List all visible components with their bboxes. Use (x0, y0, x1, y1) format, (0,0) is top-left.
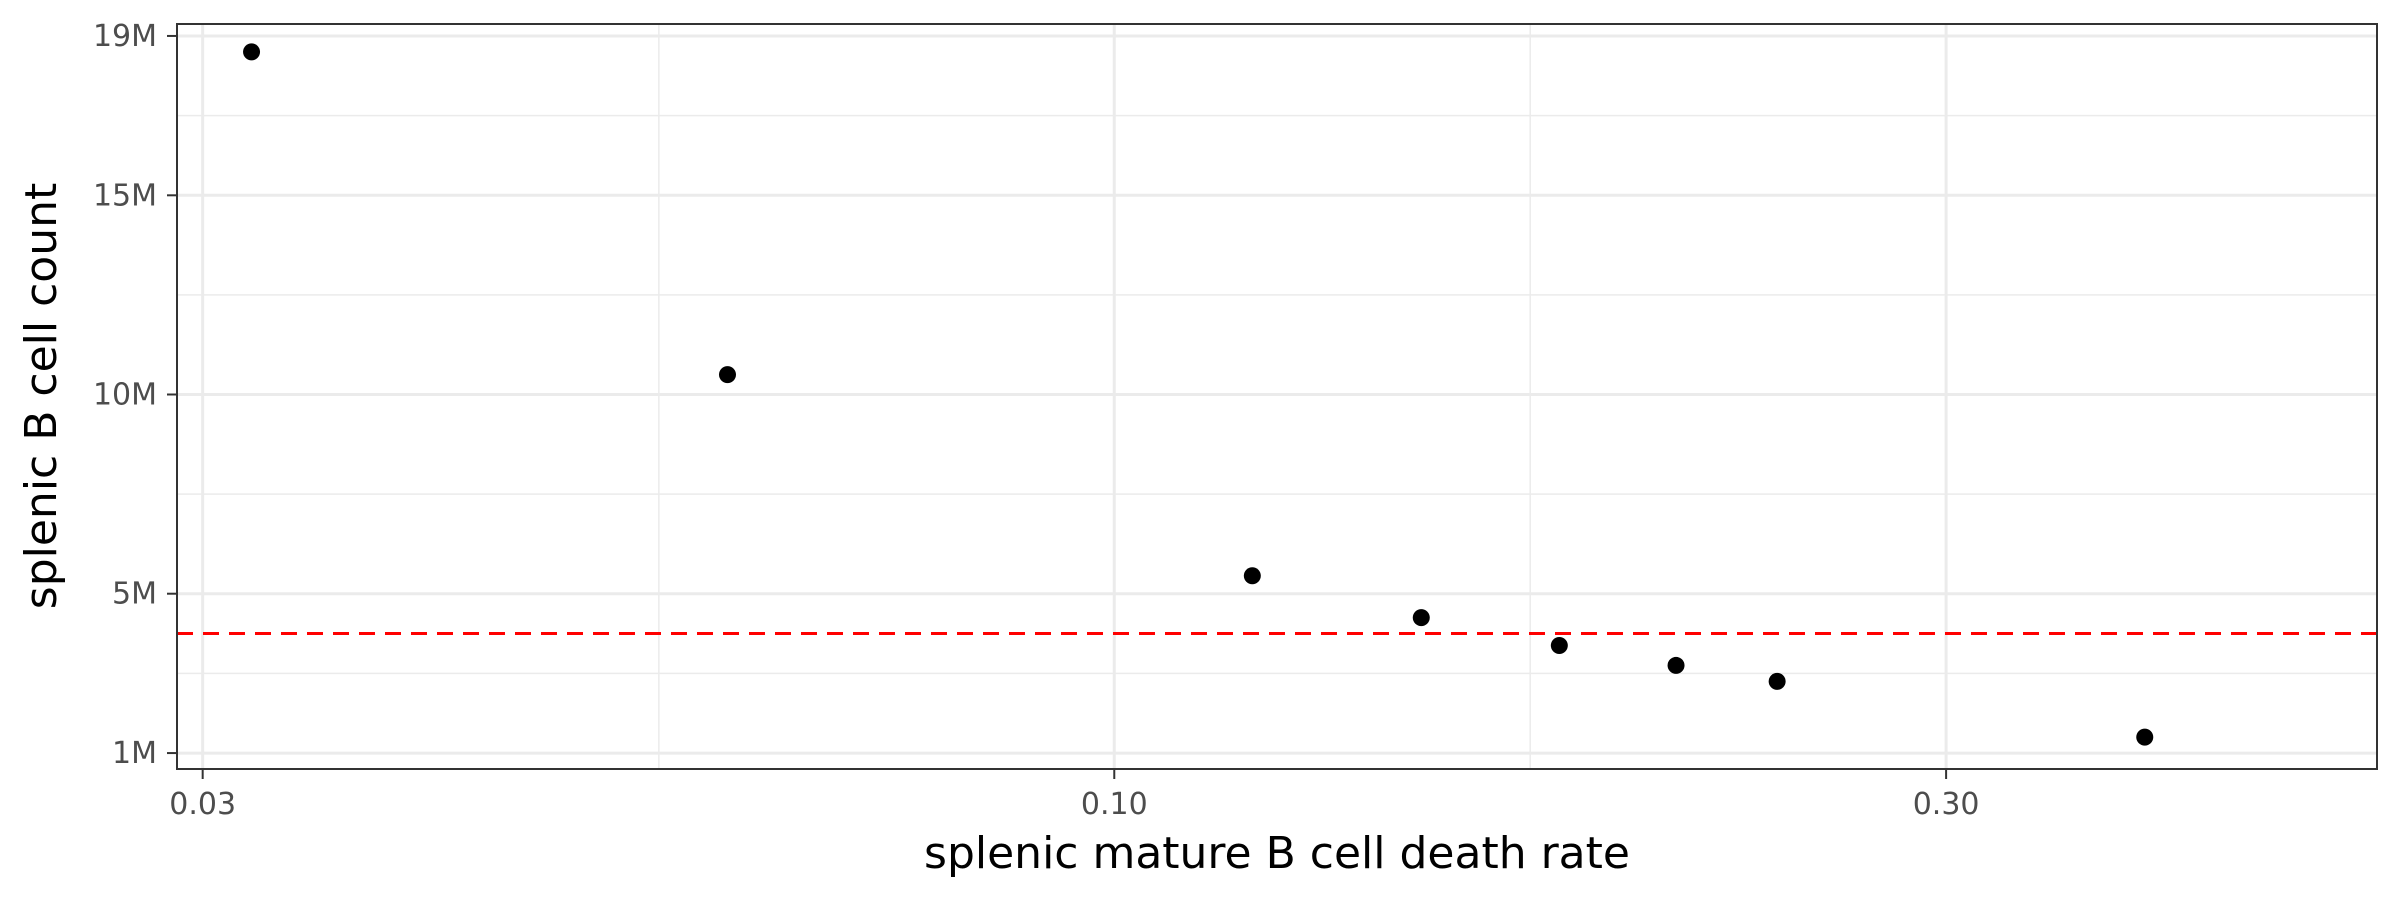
y-tick-label: 5M (112, 577, 157, 612)
data-point (2136, 728, 2154, 746)
x-tick-label: 0.10 (1081, 787, 1148, 822)
y-tick-label: 19M (93, 19, 157, 54)
x-axis-title: splenic mature B cell death rate (924, 828, 1630, 879)
axes: 1M 5M 10M 15M 19M 0.03 0.10 0.30 (93, 19, 1980, 822)
y-axis-title: splenic B cell count (16, 183, 67, 609)
y-tick-label: 15M (93, 178, 157, 213)
y-tick-label: 1M (112, 736, 157, 771)
data-point (1768, 672, 1786, 690)
data-point (1550, 636, 1568, 654)
grid (177, 24, 2377, 769)
y-tick-label: 10M (93, 378, 157, 413)
data-point (1412, 609, 1430, 627)
x-tick-label: 0.03 (169, 787, 236, 822)
data-point (1667, 656, 1685, 674)
data-point (243, 43, 261, 61)
data-point (718, 366, 736, 384)
data-point (1243, 567, 1261, 585)
panel-border (176, 23, 2378, 770)
points (243, 43, 2154, 746)
x-tick-label: 0.30 (1913, 787, 1980, 822)
